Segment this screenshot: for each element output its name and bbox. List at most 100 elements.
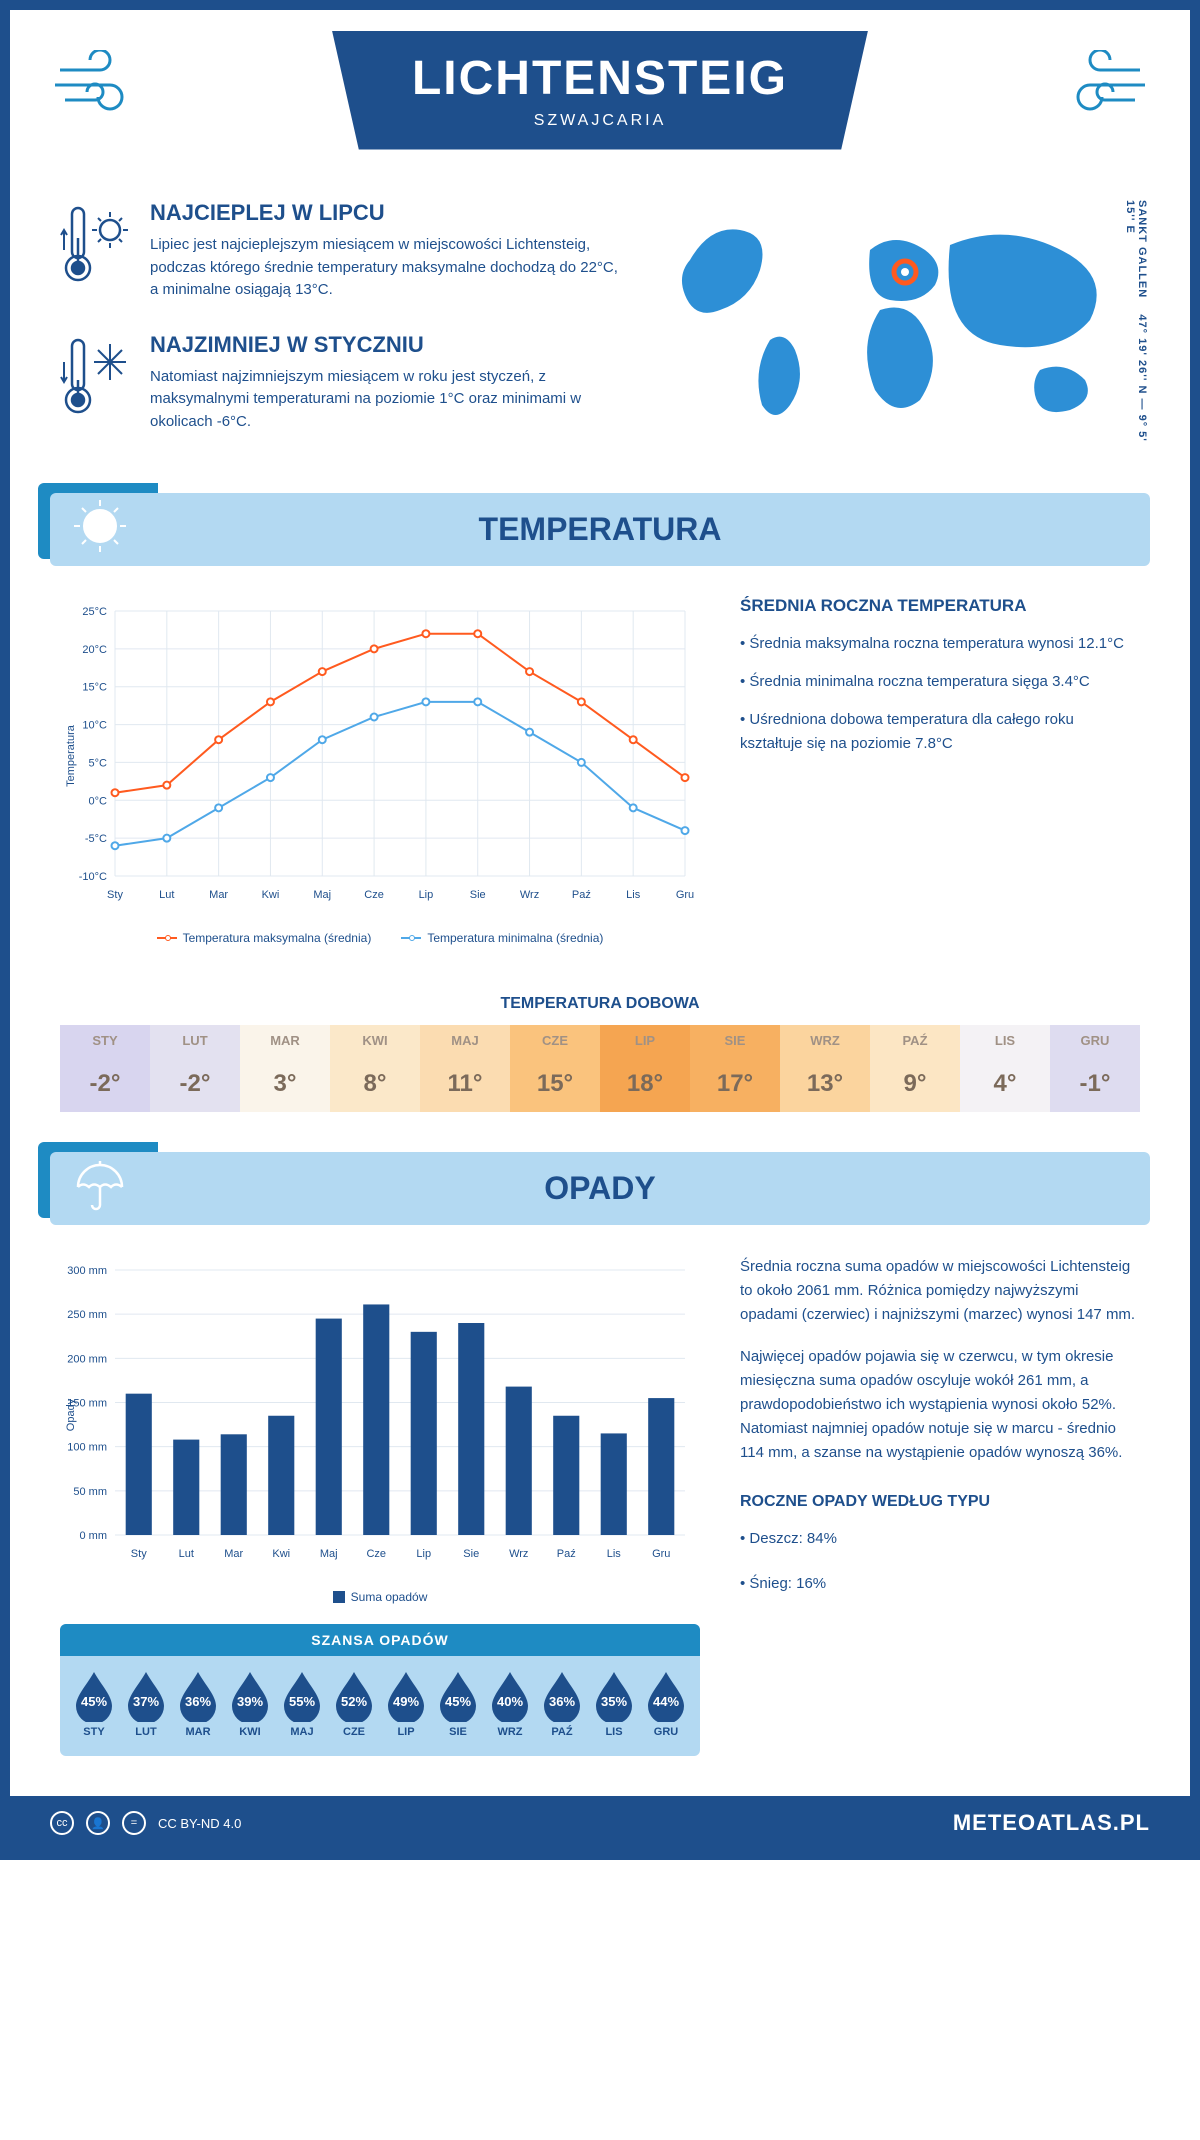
wind-icon [1060,50,1150,125]
section-header-precipitation: OPADY [50,1152,1150,1225]
chance-drop: 55%MAJ [276,1668,328,1738]
stat-line: • Uśredniona dobowa temperatura dla całe… [740,708,1140,756]
stat-line: • Średnia minimalna roczna temperatura s… [740,670,1140,694]
svg-text:50 mm: 50 mm [73,1486,107,1498]
svg-text:Kwi: Kwi [272,1548,290,1560]
chance-drop: 44%GRU [640,1668,692,1738]
footer: cc 👤 = CC BY-ND 4.0 METEOATLAS.PL [10,1796,1190,1850]
svg-text:Mar: Mar [209,889,228,901]
daily-temp-title: TEMPERATURA DOBOWA [10,995,1190,1013]
daily-temp-table: STY-2°LUT-2°MAR3°KWI8°MAJ11°CZE15°LIP18°… [60,1025,1140,1112]
svg-text:Lis: Lis [607,1548,622,1560]
svg-text:Maj: Maj [313,889,331,901]
svg-text:Paź: Paź [557,1548,576,1560]
nd-icon: = [122,1811,146,1835]
umbrella-icon [70,1155,130,1223]
stat-line: • Średnia maksymalna roczna temperatura … [740,632,1140,656]
precipitation-legend: Suma opadów [60,1590,700,1604]
precipitation-chart: 0 mm50 mm100 mm150 mm200 mm250 mm300 mmO… [60,1255,700,1756]
chance-drop: 36%PAŹ [536,1668,588,1738]
precipitation-chance-panel: SZANSA OPADÓW 45%STY37%LUT36%MAR39%KWI55… [60,1624,700,1756]
coordinates-label: SANKT GALLEN 47° 19' 26'' N — 9° 5' 15''… [1124,200,1148,463]
wind-icon [50,50,140,125]
temperature-chart: -10°C -5°C 0°C 5°C 10°C 15°C 20°C 25°C Sty Lut Mar… [60,596,700,945]
cc-icon: cc [50,1811,74,1835]
fact-hot-body: Lipiec jest najcieplejszym miesiącem w m… [150,234,620,302]
header: LICHTENSTEIG SZWAJCARIA [10,10,1190,170]
svg-text:Wrz: Wrz [509,1548,528,1560]
chance-drop: 35%LIS [588,1668,640,1738]
svg-text:Sty: Sty [131,1548,147,1560]
temperature-stats: ŚREDNIA ROCZNA TEMPERATURA • Średnia mak… [740,596,1140,945]
daily-cell: LIP18° [600,1025,690,1112]
fact-cold: NAJZIMNIEJ W STYCZNIU Natomiast najzimni… [60,332,620,434]
title-banner: LICHTENSTEIG SZWAJCARIA [332,31,868,150]
svg-text:300 mm: 300 mm [67,1265,107,1277]
daily-cell: MAR3° [240,1025,330,1112]
daily-cell: WRZ13° [780,1025,870,1112]
svg-text:Lip: Lip [419,889,434,901]
sun-icon [70,496,130,564]
svg-text:10°C: 10°C [82,720,107,732]
thermometer-sun-icon [60,200,130,302]
city-name: LICHTENSTEIG [412,51,788,106]
svg-text:Lip: Lip [416,1548,431,1560]
precipitation-text: Średnia roczna suma opadów w miejscowośc… [740,1255,1140,1756]
by-icon: 👤 [86,1811,110,1835]
svg-text:Temperatura: Temperatura [65,724,77,787]
daily-cell: GRU-1° [1050,1025,1140,1112]
temperature-legend: Temperatura maksymalna (średnia) Tempera… [60,931,700,945]
svg-text:Sty: Sty [107,889,123,901]
svg-text:100 mm: 100 mm [67,1442,107,1454]
daily-cell: MAJ11° [420,1025,510,1112]
chance-drop: 39%KWI [224,1668,276,1738]
daily-cell: LIS4° [960,1025,1050,1112]
country-name: SZWAJCARIA [412,112,788,130]
svg-text:200 mm: 200 mm [67,1353,107,1365]
svg-text:15°C: 15°C [82,682,107,694]
svg-text:5°C: 5°C [89,757,108,769]
chance-drop: 52%CZE [328,1668,380,1738]
svg-text:Lis: Lis [626,889,641,901]
svg-text:Paź: Paź [572,889,591,901]
svg-text:25°C: 25°C [82,606,107,618]
svg-text:Kwi: Kwi [262,889,280,901]
svg-text:Gru: Gru [652,1548,670,1560]
chance-drop: 45%SIE [432,1668,484,1738]
svg-text:Wrz: Wrz [520,889,539,901]
site-name: METEOATLAS.PL [953,1810,1150,1836]
thermometer-snow-icon [60,332,130,434]
world-map [660,200,1140,440]
svg-text:-10°C: -10°C [79,871,107,883]
chance-drop: 36%MAR [172,1668,224,1738]
daily-cell: SIE17° [690,1025,780,1112]
daily-cell: CZE15° [510,1025,600,1112]
intro-section: NAJCIEPLEJ W LIPCU Lipiec jest najcieple… [10,170,1190,493]
svg-text:Opady: Opady [65,1398,77,1431]
svg-text:-5°C: -5°C [85,833,107,845]
svg-text:20°C: 20°C [82,644,107,656]
fact-hot-title: NAJCIEPLEJ W LIPCU [150,200,620,226]
fact-cold-title: NAJZIMNIEJ W STYCZNIU [150,332,620,358]
svg-text:Lut: Lut [179,1548,194,1560]
type-line: • Śnieg: 16% [740,1570,1140,1597]
fact-cold-body: Natomiast najzimniejszym miesiącem w rok… [150,366,620,434]
chance-drop: 40%WRZ [484,1668,536,1738]
svg-text:0 mm: 0 mm [80,1530,108,1542]
chance-drop: 45%STY [68,1668,120,1738]
chance-drop: 49%LIP [380,1668,432,1738]
svg-text:Sie: Sie [470,889,486,901]
section-header-temperature: TEMPERATURA [50,493,1150,566]
svg-text:Cze: Cze [366,1548,386,1560]
daily-cell: PAŹ9° [870,1025,960,1112]
svg-text:Mar: Mar [224,1548,243,1560]
svg-text:Maj: Maj [320,1548,338,1560]
fact-hot: NAJCIEPLEJ W LIPCU Lipiec jest najcieple… [60,200,620,302]
daily-cell: LUT-2° [150,1025,240,1112]
daily-cell: KWI8° [330,1025,420,1112]
svg-text:Lut: Lut [159,889,174,901]
type-line: • Deszcz: 84% [740,1525,1140,1552]
svg-text:0°C: 0°C [89,795,108,807]
svg-text:Sie: Sie [463,1548,479,1560]
svg-text:250 mm: 250 mm [67,1309,107,1321]
